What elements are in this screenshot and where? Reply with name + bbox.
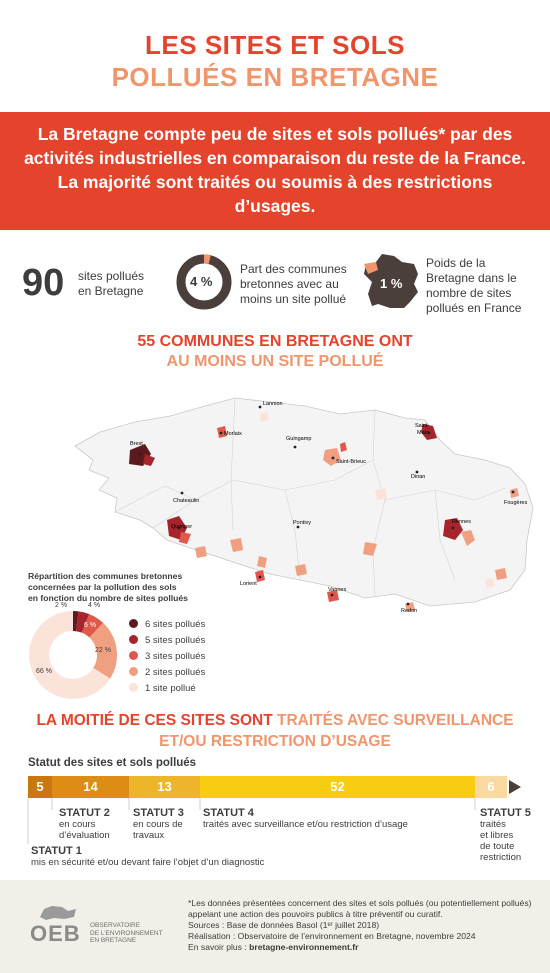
city-brest: Brest [130, 441, 143, 447]
pie-slice-2 [81, 614, 104, 638]
pie-label-2: 2 % [55, 602, 68, 609]
city-saint-brieuc: Saint-Brieuc [336, 459, 366, 465]
status-bar-4: 52 [200, 776, 475, 798]
pie-title: Répartition des communes bretonnes conce… [28, 571, 188, 603]
city-dinan: Dinan [411, 474, 425, 480]
legend-item: 1 site pollué [129, 683, 205, 694]
statut-3: STATUT 3 en cours de travaux [133, 807, 184, 841]
france-pct: 1 % [380, 276, 403, 291]
city-morlaix: Morlaix [224, 431, 242, 437]
communes-donut [176, 254, 232, 310]
polluted-sites-count: 90 [22, 262, 65, 304]
city-redon: Redon [401, 608, 417, 614]
france-map-icon [364, 254, 418, 308]
pie-label-4: 4 % [88, 602, 101, 609]
oeb-logo-icon [40, 906, 76, 920]
city-fougeres: Fougères [504, 500, 527, 506]
pie-legend: 6 sites pollués 5 sites pollués 3 sites … [129, 619, 205, 694]
legend-item: 2 sites pollués [129, 667, 205, 678]
title-line-2: POLLUÉS EN BRETAGNE [111, 62, 439, 92]
arrow-right-icon [509, 780, 521, 794]
communes-label: Part des communes bretonnes avec au moin… [240, 262, 347, 306]
website-link[interactable]: bretagne-environnement.fr [249, 942, 359, 952]
count-label: sites pollués en Bretagne [78, 269, 145, 298]
city-lorient: Lorient [240, 581, 257, 587]
city-vannes: Vannes [328, 587, 346, 593]
communes-pct: 4 % [190, 274, 213, 289]
pie-label-6: 6 % [84, 622, 97, 629]
france-label: Poids de la Bretagne dans le nombre de s… [426, 256, 522, 315]
city-guingamp: Guingamp [286, 436, 311, 442]
pie-slice-3 [88, 622, 117, 679]
intro-banner [0, 112, 550, 230]
status-bar-2: 14 [52, 776, 129, 798]
legend-item: 6 sites pollués [129, 619, 205, 630]
oeb-logo-subtitle: OBSERVATOIRE DE L’ENVIRONNEMENT EN BRETA… [90, 922, 163, 944]
legend-item: 5 sites pollués [129, 635, 205, 646]
oeb-logo-text: OEB [30, 921, 81, 946]
pie-slice-1 [75, 611, 90, 633]
status-bar-3: 13 [129, 776, 200, 798]
map-title-line-2: AU MOINS UN SITE POLLUÉ [166, 353, 384, 370]
footer-notes: *Les données présentées concernent des s… [188, 898, 532, 952]
title-line-1: LES SITES ET SOLS [145, 30, 405, 60]
statut-5: STATUT 5 traités et libres de toute rest… [480, 807, 531, 863]
status-subtitle: Statut des sites et sols pollués [28, 757, 197, 769]
status-title-line-2: ET/OU RESTRICTION D’USAGE [159, 733, 391, 750]
footer [0, 880, 550, 973]
statut-4: STATUT 4 traités avec surveillance et/ou… [203, 807, 408, 830]
map-title-line-1: 55 COMMUNES EN BRETAGNE ONT [137, 333, 413, 350]
statut-1: STATUT 1 mis en sécurité et/ou devant fa… [31, 845, 265, 868]
status-title-line-1: LA MOITIÉ DE CES SITES SONT TRAITÉS AVEC… [36, 712, 514, 729]
statut-2: STATUT 2 en cours d’évaluation [59, 807, 110, 841]
city-chateaulin: Chateaulin [173, 498, 199, 504]
pie-label-22: 22 % [95, 647, 111, 654]
status-bar-5: 6 [475, 776, 507, 798]
city-pontivy: Pontivy [293, 520, 311, 526]
city-quimper: Quimper [171, 524, 192, 530]
pie-chart [29, 611, 117, 699]
brittany-map: Lannion Morlaix Brest Guingamp Saint- Ma… [74, 397, 534, 614]
city-saint-malo-1: Saint- [415, 423, 430, 429]
intro-text: La Bretagne compte peu de sites et sols … [24, 124, 526, 216]
pie-label-66: 66 % [36, 668, 52, 675]
city-lannion: Lannion [263, 401, 283, 407]
status-bar-1: 5 [28, 776, 52, 798]
status-connector-lines [27, 798, 476, 844]
city-saint-malo-2: Malo [417, 430, 429, 436]
pie-slice-4 [29, 611, 111, 699]
city-rennes: Rennes [452, 519, 471, 525]
legend-item: 3 sites pollués [129, 651, 205, 662]
